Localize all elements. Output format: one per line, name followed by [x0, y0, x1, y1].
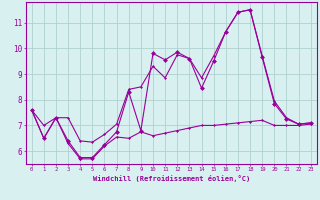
X-axis label: Windchill (Refroidissement éolien,°C): Windchill (Refroidissement éolien,°C)	[92, 175, 250, 182]
